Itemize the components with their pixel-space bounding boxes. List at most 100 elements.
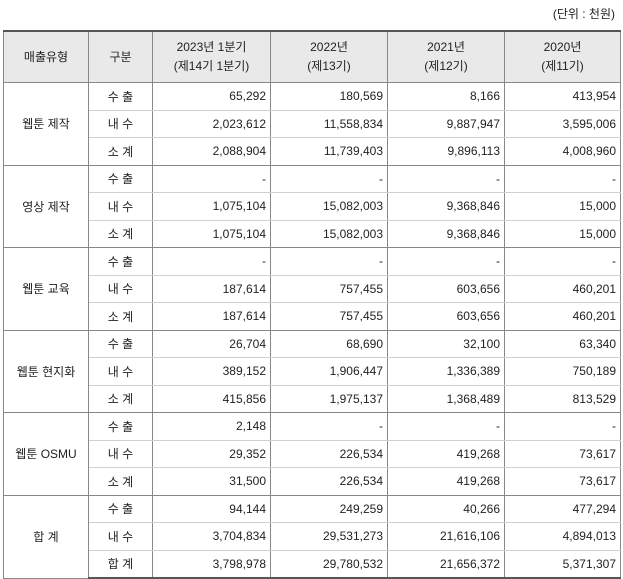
- header-line: 매출유형: [23, 49, 69, 64]
- value-cell: 68,690: [270, 330, 388, 358]
- table-row: 내 수 389,152 1,906,447 1,336,389 750,189: [4, 357, 621, 386]
- header-line: 구분: [109, 49, 132, 64]
- value-cell: 11,558,834: [270, 110, 388, 138]
- header-cell: 매출유형: [3, 30, 89, 83]
- table-row: 웹툰 현지화 수 출 26,704 68,690 32,100 63,340: [3, 330, 621, 413]
- value-cell: -: [270, 412, 388, 441]
- value-cell: 419,268: [387, 467, 505, 496]
- row-label: 내 수: [88, 110, 153, 138]
- row-label: 소 계: [88, 302, 153, 331]
- row-label: 소 계: [88, 220, 153, 248]
- row-label: 소 계: [88, 137, 153, 166]
- table-row: 내 수 3,704,834 29,531,273 21,616,106 4,894,01…: [4, 522, 621, 551]
- unit-note: (단위 : 천원): [552, 7, 615, 21]
- value-cell: 32,100: [387, 330, 505, 358]
- value-cell: 3,704,834: [152, 522, 271, 551]
- header-line: 2023년 1분기: [176, 40, 247, 54]
- row-label: 수 출: [88, 495, 153, 523]
- value-cell: 1,906,447: [270, 357, 388, 386]
- header-line: (제14기 1분기): [173, 59, 250, 73]
- value-cell: 1,368,489: [387, 385, 505, 413]
- group-label: 웹툰 제작: [3, 82, 89, 166]
- value-cell: 3,798,978: [152, 550, 271, 579]
- group-label: 영상 제작: [3, 165, 89, 248]
- row-label: 소 계: [88, 467, 153, 496]
- value-cell: 63,340: [504, 330, 621, 358]
- value-cell: 94,144: [152, 495, 271, 523]
- value-cell: -: [387, 247, 505, 276]
- table-header: 매출유형 구분 2023년 1분기 (제14기 1분기) 2022년 (제13기) 2021…: [3, 30, 621, 83]
- header-line: (제12기): [424, 59, 468, 73]
- group-label: 웹툰 현지화: [3, 330, 89, 413]
- table-row: 내 수 2,023,612 11,558,834 9,887,947 3,595,006: [4, 110, 621, 138]
- table-body: 웹툰 제작 수 출 65,292 180,569 8,166 413,954 내 수 2,02…: [3, 82, 621, 579]
- value-cell: 2,023,612: [152, 110, 271, 138]
- row-label: 수 출: [88, 165, 153, 193]
- row-label: 내 수: [88, 275, 153, 303]
- header-line: 2021년: [427, 40, 465, 54]
- row-label: 합 계: [88, 550, 153, 579]
- value-cell: 413,954: [504, 82, 621, 111]
- value-cell: -: [387, 165, 505, 193]
- row-label: 수 출: [88, 330, 153, 358]
- header-cell: 2023년 1분기 (제14기 1분기): [152, 30, 271, 83]
- row-label: 내 수: [88, 192, 153, 221]
- value-cell: 15,000: [504, 220, 621, 248]
- header-line: (제13기): [307, 59, 351, 73]
- group-label: 합 계: [3, 495, 89, 579]
- value-cell: 226,534: [270, 440, 388, 468]
- value-cell: 15,082,003: [270, 192, 388, 221]
- value-cell: 15,082,003: [270, 220, 388, 248]
- value-cell: 1,075,104: [152, 192, 271, 221]
- value-cell: 603,656: [387, 302, 505, 331]
- group-label: 웹툰 OSMU: [3, 412, 89, 496]
- value-cell: 9,368,846: [387, 220, 505, 248]
- value-cell: 460,201: [504, 275, 621, 303]
- header-line: (제11기): [541, 59, 584, 73]
- value-cell: 26,704: [152, 330, 271, 358]
- row-label: 소 계: [88, 385, 153, 413]
- value-cell: 187,614: [152, 275, 271, 303]
- value-cell: -: [504, 412, 621, 441]
- value-cell: -: [152, 165, 271, 193]
- table-row: 소 계 415,856 1,975,137 1,368,489 813,529: [4, 385, 621, 413]
- header-line: 2022년: [310, 40, 348, 54]
- value-cell: 180,569: [270, 82, 388, 111]
- value-cell: 3,595,006: [504, 110, 621, 138]
- value-cell: 187,614: [152, 302, 271, 331]
- value-cell: -: [152, 247, 271, 276]
- value-cell: 750,189: [504, 357, 621, 386]
- table-row: 소 계 2,088,904 11,739,403 9,896,113 4,008,960: [4, 137, 621, 166]
- value-cell: 226,534: [270, 467, 388, 496]
- value-cell: 757,455: [270, 275, 388, 303]
- value-cell: 9,368,846: [387, 192, 505, 221]
- value-cell: 29,352: [152, 440, 271, 468]
- value-cell: 757,455: [270, 302, 388, 331]
- value-cell: 5,371,307: [504, 550, 621, 579]
- value-cell: -: [270, 165, 388, 193]
- table-row: 소 계 1,075,104 15,082,003 9,368,846 15,000: [4, 220, 621, 248]
- value-cell: 29,531,273: [270, 522, 388, 551]
- value-cell: 603,656: [387, 275, 505, 303]
- value-cell: 65,292: [152, 82, 271, 111]
- header-row: 매출유형 구분 2023년 1분기 (제14기 1분기) 2022년 (제13기) 2021…: [3, 30, 621, 83]
- table-row: 내 수 29,352 226,534 419,268 73,617: [4, 440, 621, 468]
- row-label: 내 수: [88, 357, 153, 386]
- value-cell: 15,000: [504, 192, 621, 221]
- value-cell: 2,148: [152, 412, 271, 441]
- value-cell: 415,856: [152, 385, 271, 413]
- value-cell: 8,166: [387, 82, 505, 111]
- row-label: 수 출: [88, 247, 153, 276]
- value-cell: 813,529: [504, 385, 621, 413]
- value-cell: 40,266: [387, 495, 505, 523]
- header-cell: 2022년 (제13기): [270, 30, 388, 83]
- table-row: 영상 제작 수 출----: [3, 165, 621, 248]
- value-cell: 31,500: [152, 467, 271, 496]
- value-cell: 2,088,904: [152, 137, 271, 166]
- row-label: 수 출: [88, 82, 153, 111]
- table-row: 내 수 187,614 757,455 603,656 460,201: [4, 275, 621, 303]
- header-cell: 2020년 (제11기): [504, 30, 621, 83]
- table-row: 내 수 1,075,104 15,082,003 9,368,846 15,000: [4, 192, 621, 221]
- value-cell: -: [270, 247, 388, 276]
